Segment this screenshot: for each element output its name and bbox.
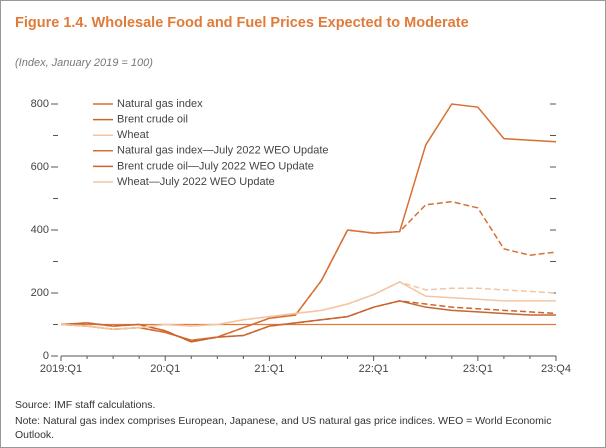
y-tick-label: 200 bbox=[31, 287, 49, 299]
footnote: Note: Natural gas index comprises Europe… bbox=[15, 415, 552, 441]
series-line bbox=[60, 200, 557, 342]
x-tick-label: 21:Q1 bbox=[254, 363, 284, 375]
source-note: Source: IMF staff calculations. bbox=[15, 399, 156, 411]
legend-label: Wheat—July 2022 WEO Update bbox=[117, 176, 275, 188]
legend-label: Wheat bbox=[117, 129, 149, 141]
series-line bbox=[60, 300, 557, 343]
x-tick-label: 22:Q1 bbox=[359, 363, 389, 375]
y-tick-label: 600 bbox=[31, 161, 49, 173]
y-tick-label: 400 bbox=[31, 224, 49, 236]
x-tick-label: 23:Q4 bbox=[541, 363, 571, 375]
legend-label: Brent crude oil bbox=[117, 114, 188, 126]
legend-label: Brent crude oil—July 2022 WEO Update bbox=[117, 160, 314, 172]
legend-label: Natural gas index bbox=[117, 98, 203, 110]
x-tick-label: 2019:Q1 bbox=[40, 363, 82, 375]
x-tick-label: 20:Q1 bbox=[150, 363, 180, 375]
y-tick-label: 800 bbox=[31, 98, 49, 110]
series-line bbox=[60, 281, 557, 330]
y-tick-label: 0 bbox=[43, 350, 49, 362]
chart-title: Figure 1.4. Wholesale Food and Fuel Pric… bbox=[15, 15, 469, 31]
legend-label: Natural gas index—July 2022 WEO Update bbox=[117, 145, 329, 157]
chart-subtitle: (Index, January 2019 = 100) bbox=[15, 57, 153, 69]
x-tick-label: 23:Q1 bbox=[463, 363, 493, 375]
